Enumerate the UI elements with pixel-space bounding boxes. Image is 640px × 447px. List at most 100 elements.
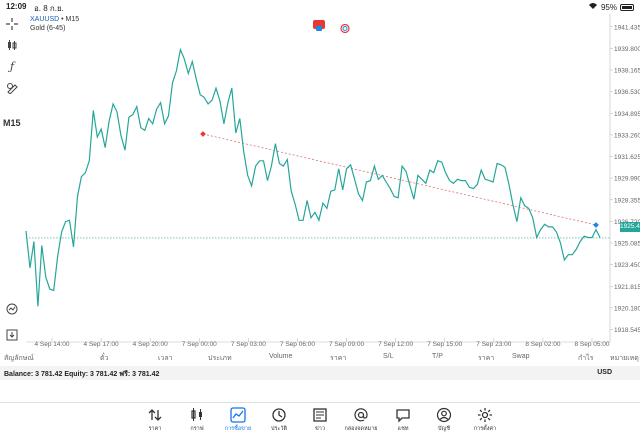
- tab-news-label: ข่าว: [315, 426, 325, 432]
- y-tick-label: 1925.085: [614, 241, 640, 248]
- sort-arrows-icon: [148, 409, 162, 421]
- symbol-name[interactable]: XAUUSD: [30, 16, 60, 23]
- symbol-timeframe: • M15: [61, 16, 80, 23]
- status-time: 12:09: [6, 2, 27, 11]
- status-bar: 12:09 อ. 8 ก.ย. 95%: [0, 0, 640, 14]
- col-price[interactable]: ราคา: [330, 355, 347, 362]
- y-tick-label: 1941.435: [614, 24, 640, 31]
- function-icon[interactable]: ƒ: [9, 59, 15, 73]
- x-tick-label: 7 Sep 03:00: [231, 341, 266, 348]
- account-summary-row: Balance: 3 781.42 Equity: 3 781.42 ฟรี: …: [0, 366, 640, 380]
- trendline: [202, 133, 597, 226]
- drawing-tools-icon[interactable]: [4, 80, 20, 96]
- tabbar-divider: [0, 402, 640, 403]
- tab-chat-label: แชท: [397, 426, 409, 432]
- trade-chart-icon: [230, 407, 246, 423]
- col-current-price[interactable]: ราคา: [478, 355, 495, 362]
- y-tick-label: 1920.180: [614, 305, 640, 312]
- settings-gear-icon: [478, 408, 492, 422]
- trendline-anchor-end: [593, 222, 599, 228]
- mail-at-icon: [354, 408, 368, 422]
- col-volume[interactable]: Volume: [269, 353, 293, 360]
- tab-chart[interactable]: กราฟ: [177, 407, 217, 433]
- y-tick-label: 1918.545: [614, 327, 640, 334]
- x-tick-label: 4 Sep 20:00: [133, 341, 168, 348]
- x-tick-label: 7 Sep 00:00: [182, 341, 217, 348]
- tab-account[interactable]: บัญชี: [424, 407, 464, 433]
- timeframe-button[interactable]: M15: [3, 118, 21, 128]
- col-profit[interactable]: กำไร: [578, 355, 594, 362]
- y-tick-label: 1928.355: [614, 197, 640, 204]
- bottom-tab-bar: ราคา กราฟ การซื้อขาย ประวัติ ข่าว กล่องจ…: [0, 403, 640, 447]
- col-symbol[interactable]: สัญลักษณ์: [4, 355, 34, 362]
- x-tick-label: 8 Sep 02:00: [525, 341, 560, 348]
- account-currency: USD: [597, 369, 612, 376]
- left-toolbar: ƒ M15: [0, 14, 22, 344]
- series-line-xauusd: [25, 47, 601, 307]
- tab-quotes-label: ราคา: [148, 426, 162, 432]
- chat-icon: [396, 409, 410, 423]
- account-summary: Balance: 3 781.42 Equity: 3 781.42 ฟรี: …: [4, 371, 160, 378]
- battery-percent: 95%: [600, 2, 617, 12]
- price-chart[interactable]: 1941.435 1939.800 1938.165 1936.530 1934.895…: [0, 0, 640, 350]
- y-tick-label: 1934.895: [614, 111, 640, 118]
- x-axis-ticks: 4 Sep 14:00 4 Sep 17:00 4 Sep 20:00 7 Sep 0…: [34, 338, 610, 348]
- y-tick-label: 1921.815: [614, 284, 640, 291]
- col-ticket[interactable]: ตั๋ว: [100, 355, 109, 362]
- news-icon: [313, 408, 327, 422]
- tab-news[interactable]: ข่าว: [300, 407, 340, 433]
- col-time[interactable]: เวลา: [158, 355, 173, 362]
- tab-mailbox[interactable]: กล่องจดหมาย: [341, 407, 381, 433]
- tab-settings-label: การตั้งค่า: [473, 426, 497, 432]
- x-tick-label: 7 Sep 06:00: [280, 341, 315, 348]
- col-sl[interactable]: S/L: [383, 353, 394, 360]
- tab-history-label: ประวัติ: [270, 426, 288, 432]
- x-tick-label: 4 Sep 14:00: [34, 341, 69, 348]
- x-tick-label: 7 Sep 12:00: [378, 341, 413, 348]
- indicators-candles-icon[interactable]: [4, 37, 20, 53]
- tab-quotes[interactable]: ราคา: [135, 407, 175, 433]
- tab-settings[interactable]: การตั้งค่า: [465, 407, 505, 433]
- y-tick-label: 1938.165: [614, 68, 640, 75]
- tab-mailbox-label: กล่องจดหมาย: [344, 426, 378, 432]
- one-click-sell-icon[interactable]: [313, 20, 325, 31]
- col-tp[interactable]: T/P: [432, 353, 443, 360]
- y-tick-label: 1936.530: [614, 89, 640, 96]
- tab-chat[interactable]: แชท: [383, 407, 423, 433]
- tab-trade-label: การซื้อขาย: [224, 426, 252, 432]
- trade-columns-header: สัญลักษณ์ ตั๋ว เวลา ประเภท Volume ราคา S…: [0, 351, 640, 363]
- crosshair-icon[interactable]: [4, 16, 20, 32]
- y-tick-label: 1929.990: [614, 176, 640, 183]
- one-click-buy-icon[interactable]: [339, 20, 351, 34]
- current-price-label: 1925.470: [620, 222, 640, 232]
- wifi-icon: [588, 2, 598, 12]
- status-right: 95%: [588, 2, 634, 12]
- symbol-header: XAUUSD • M15 Gold (6-45): [30, 15, 79, 33]
- col-comment[interactable]: หมายเหตุ: [610, 355, 639, 362]
- history-clock-icon: [272, 408, 286, 422]
- indicator-label[interactable]: Gold (6-45): [30, 25, 66, 32]
- zoom-icon[interactable]: [4, 301, 20, 317]
- y-tick-label: 1923.450: [614, 262, 640, 269]
- battery-icon: [620, 3, 634, 11]
- x-tick-label: 7 Sep 23:00: [476, 341, 511, 348]
- y-tick-label: 1931.625: [614, 154, 640, 161]
- col-swap[interactable]: Swap: [512, 353, 530, 360]
- x-tick-label: 7 Sep 15:00: [427, 341, 462, 348]
- y-tick-label: 1939.800: [614, 46, 640, 53]
- y-tick-label: 1933.260: [614, 132, 640, 139]
- tab-history[interactable]: ประวัติ: [259, 407, 299, 433]
- col-type[interactable]: ประเภท: [208, 355, 232, 362]
- tab-trade[interactable]: การซื้อขาย: [218, 407, 258, 433]
- status-date: อ. 8 ก.ย.: [34, 4, 64, 13]
- y-axis-ticks: 1941.435 1939.800 1938.165 1936.530 1934.895…: [610, 24, 640, 334]
- candlestick-icon: [191, 408, 202, 421]
- x-tick-label: 8 Sep 05:00: [574, 341, 609, 348]
- account-icon: [436, 407, 452, 423]
- export-icon[interactable]: [4, 327, 20, 343]
- tab-account-label: บัญชี: [438, 426, 450, 432]
- x-tick-label: 4 Sep 17:00: [84, 341, 119, 348]
- x-tick-label: 7 Sep 09:00: [329, 341, 364, 348]
- tab-chart-label: กราฟ: [190, 426, 204, 432]
